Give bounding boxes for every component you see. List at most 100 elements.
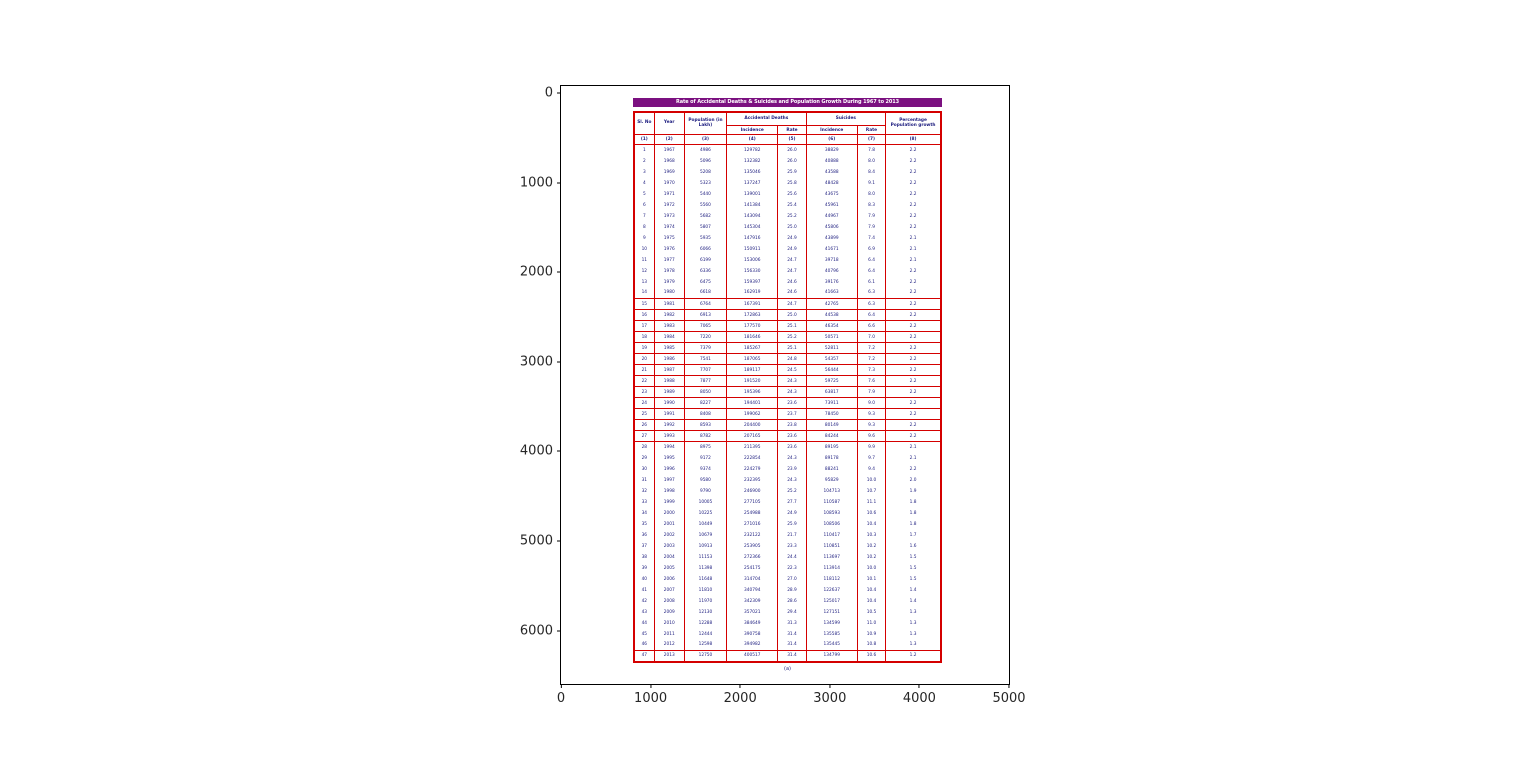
y-tick-label: 1000 xyxy=(519,175,553,191)
table-cell: 2.2 xyxy=(885,353,941,365)
table-cell: 2.2 xyxy=(885,155,941,167)
table-cell: 9580 xyxy=(683,474,727,486)
table-cell: 24.9 xyxy=(777,243,807,255)
table-cell: 194401 xyxy=(726,397,778,409)
table-cell: 41663 xyxy=(805,287,858,299)
table-cell: 2.1 xyxy=(885,441,941,453)
table-cell: 24.7 xyxy=(777,265,807,277)
table-cell: 11.0 xyxy=(856,617,886,629)
table-cell: 135585 xyxy=(805,628,858,640)
table-cell: 7.4 xyxy=(856,232,886,244)
table-cell: 177570 xyxy=(726,320,778,332)
table-cell: 172863 xyxy=(726,309,778,321)
table-row: 17 1983 7065 177570 25.1 46354 6.6 2.2 xyxy=(633,320,941,332)
table-cell: 44538 xyxy=(805,309,858,321)
table-cell: 25 xyxy=(633,408,655,420)
table-cell: 2010 xyxy=(653,617,685,629)
table-cell: 7.9 xyxy=(856,210,886,222)
table-cell: 10.2 xyxy=(856,551,886,563)
x-tick-label: 0 xyxy=(556,691,566,706)
y-tick: 6000 xyxy=(520,623,561,638)
table-cell: 6475 xyxy=(683,276,727,288)
x-tick-mark xyxy=(829,684,831,688)
table-row: 43 2009 12130 357021 29.4 127151 10.5 1.3 xyxy=(633,606,941,618)
table-cell: 7 xyxy=(633,210,655,222)
table-cell: 50571 xyxy=(805,331,858,343)
table-cell: 1974 xyxy=(653,221,685,233)
table-cell: 24.6 xyxy=(777,287,807,299)
table-cell: 78450 xyxy=(805,408,858,420)
table-cell: 134799 xyxy=(805,650,858,662)
table-cell: 25.9 xyxy=(777,166,807,178)
table-cell: 11.1 xyxy=(856,496,886,508)
table-cell: 1967 xyxy=(653,144,685,156)
table-cell: 89178 xyxy=(805,452,858,464)
table-cell: 204400 xyxy=(726,419,778,431)
table-cell: 254175 xyxy=(726,562,778,574)
table-cell: 2004 xyxy=(653,551,685,563)
table-cell: 42 xyxy=(633,595,655,607)
table-row: 25 1991 8408 199062 23.7 78450 9.3 2.2 xyxy=(633,408,941,420)
table-cell: 1968 xyxy=(653,155,685,167)
table-cell: 24.7 xyxy=(777,254,807,266)
table-cell: 2.2 xyxy=(885,331,941,343)
table-cell: 1971 xyxy=(653,188,685,200)
table-cell: 1982 xyxy=(653,309,685,321)
table-cell: 2.1 xyxy=(885,254,941,266)
table-cell: 2.2 xyxy=(885,221,941,233)
table-cell: 10.4 xyxy=(856,595,886,607)
table-cell: 2.2 xyxy=(885,276,941,288)
table-cell: 5096 xyxy=(683,155,727,167)
table-cell: 10.3 xyxy=(856,529,886,541)
table-cell: 1.8 xyxy=(885,496,941,508)
table-cell: 12288 xyxy=(683,617,727,629)
table-cell: 2.2 xyxy=(885,320,941,332)
table-row: 27 1993 8782 207165 23.6 84244 9.6 2.2 xyxy=(633,430,941,442)
table-cell: 1.4 xyxy=(885,595,941,607)
table-cell: 25.1 xyxy=(777,342,807,354)
table-cell: 84244 xyxy=(805,430,858,442)
table-cell: 23.6 xyxy=(777,397,807,409)
table-row: 32 1998 9790 246900 25.2 104713 10.7 1.9 xyxy=(633,485,941,497)
table-row: 7 1973 5682 143094 25.2 44967 7.9 2.2 xyxy=(633,210,941,222)
table-cell: 2.1 xyxy=(885,232,941,244)
table-cell: 5560 xyxy=(683,199,727,211)
table-cell: 5323 xyxy=(683,177,727,189)
table-cell: 43 xyxy=(633,606,655,618)
table-cell: 122637 xyxy=(805,584,858,596)
table-cell: 30 xyxy=(633,463,655,475)
table-cell: 27.0 xyxy=(777,573,807,585)
table-cell: 35 xyxy=(633,518,655,530)
table-cell: 6 xyxy=(633,199,655,211)
table-cell: 1990 xyxy=(653,397,685,409)
table-cell: 31 xyxy=(633,474,655,486)
table-cell: 26.0 xyxy=(777,144,807,156)
table-cell: 110851 xyxy=(805,540,858,552)
table-cell: 137247 xyxy=(726,177,778,189)
table-cell: 156330 xyxy=(726,265,778,277)
table-cell: 38829 xyxy=(805,144,858,156)
table-cell: 2.2 xyxy=(885,375,941,387)
table-cell: 1.3 xyxy=(885,617,941,629)
table-cell: 10.2 xyxy=(856,540,886,552)
table-cell: 394982 xyxy=(726,639,778,651)
table-cell: 150911 xyxy=(726,243,778,255)
table-cell: 7379 xyxy=(683,342,727,354)
table-cell: 6199 xyxy=(683,254,727,266)
table-cell: 162919 xyxy=(726,287,778,299)
table-cell: 28.9 xyxy=(777,584,807,596)
table-cell: 2001 xyxy=(653,518,685,530)
table-cell: 25.0 xyxy=(777,309,807,321)
x-tick-mark xyxy=(560,684,562,688)
table-cell: 6066 xyxy=(683,243,727,255)
table-row: 36 2002 10679 232122 21.7 110417 10.3 1.7 xyxy=(633,529,941,541)
table-row: 23 1989 8050 195396 24.3 63817 7.9 2.2 xyxy=(633,386,941,398)
table-cell: 26.0 xyxy=(777,155,807,167)
table-cell: 2008 xyxy=(653,595,685,607)
table-row: 30 1996 9374 224279 23.9 88241 9.4 2.2 xyxy=(633,463,941,475)
table-cell: 7.0 xyxy=(856,331,886,343)
table-cell: 2006 xyxy=(653,573,685,585)
table-cell: 7.9 xyxy=(856,221,886,233)
data-table: Sl. No Year Population (in Lakh) Acciden… xyxy=(633,111,942,663)
table-row: 46 2012 12598 394982 31.4 135445 10.8 1.3 xyxy=(633,639,941,651)
